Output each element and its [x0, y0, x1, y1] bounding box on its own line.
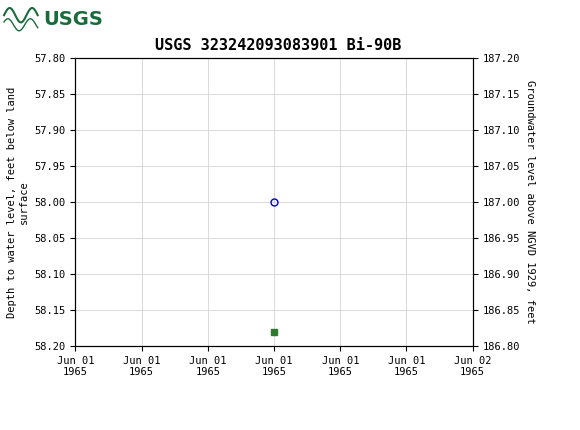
FancyBboxPatch shape — [3, 3, 78, 37]
Y-axis label: Groundwater level above NGVD 1929, feet: Groundwater level above NGVD 1929, feet — [525, 80, 535, 324]
Text: USGS: USGS — [44, 10, 103, 30]
Y-axis label: Depth to water level, feet below land
surface: Depth to water level, feet below land su… — [8, 86, 29, 318]
Legend: Period of approved data: Period of approved data — [181, 426, 367, 430]
Text: USGS 323242093083901 Bi-90B: USGS 323242093083901 Bi-90B — [155, 38, 401, 52]
